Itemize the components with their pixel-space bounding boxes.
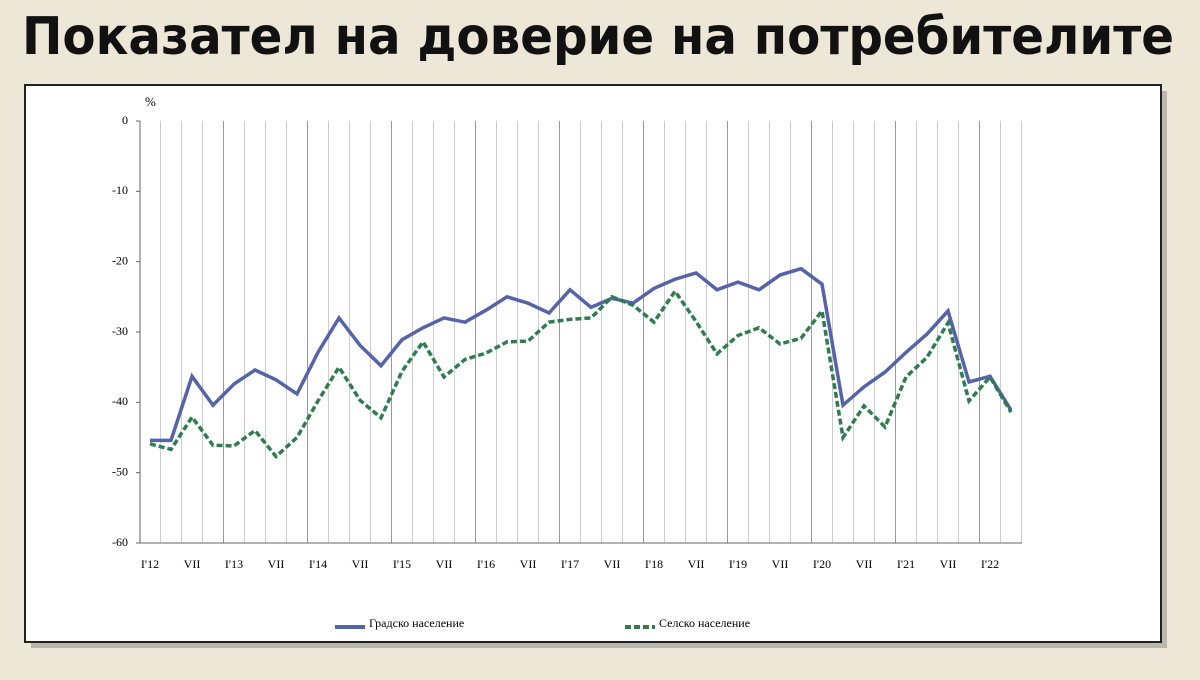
- x-tick-label: VII: [352, 557, 369, 571]
- series-line: [149, 288, 1013, 460]
- x-tick-label: VII: [604, 557, 621, 571]
- x-tick-label: VII: [184, 557, 201, 571]
- x-tick-label: I'13: [225, 557, 243, 571]
- x-tick-label: VII: [772, 557, 789, 571]
- series-line: [150, 266, 1013, 443]
- y-tick-label: -10: [112, 183, 128, 197]
- y-tick-label: -30: [112, 324, 128, 338]
- x-tick-label: VII: [940, 557, 957, 571]
- chart-frame: [24, 84, 1162, 643]
- x-tick-label: VII: [520, 557, 537, 571]
- y-tick-label: -50: [112, 464, 128, 478]
- x-tick-label: I'17: [561, 557, 579, 571]
- x-tick-label: I'12: [141, 557, 159, 571]
- x-tick-label: VII: [688, 557, 705, 571]
- x-tick-label: VII: [856, 557, 873, 571]
- y-axis-unit: %: [145, 94, 156, 109]
- chart-title: Показател на доверие на потребителите: [22, 7, 1174, 67]
- x-tick-label: I'21: [897, 557, 915, 571]
- x-tick-label: VII: [268, 557, 285, 571]
- x-tick-label: I'18: [645, 557, 663, 571]
- y-tick-label: -20: [112, 253, 128, 267]
- x-tick-label: I'19: [729, 557, 747, 571]
- y-tick-label: -60: [112, 535, 128, 549]
- x-tick-label: I'22: [981, 557, 999, 571]
- y-tick-label: 0: [122, 113, 128, 127]
- x-tick-label: I'16: [477, 557, 495, 571]
- legend-label: Градско население: [369, 616, 464, 630]
- x-tick-label: I'20: [813, 557, 831, 571]
- x-tick-label: VII: [436, 557, 453, 571]
- y-tick-label: -40: [112, 394, 128, 408]
- legend-label: Селско население: [659, 616, 750, 630]
- x-tick-label: I'15: [393, 557, 411, 571]
- x-tick-label: I'14: [309, 557, 327, 571]
